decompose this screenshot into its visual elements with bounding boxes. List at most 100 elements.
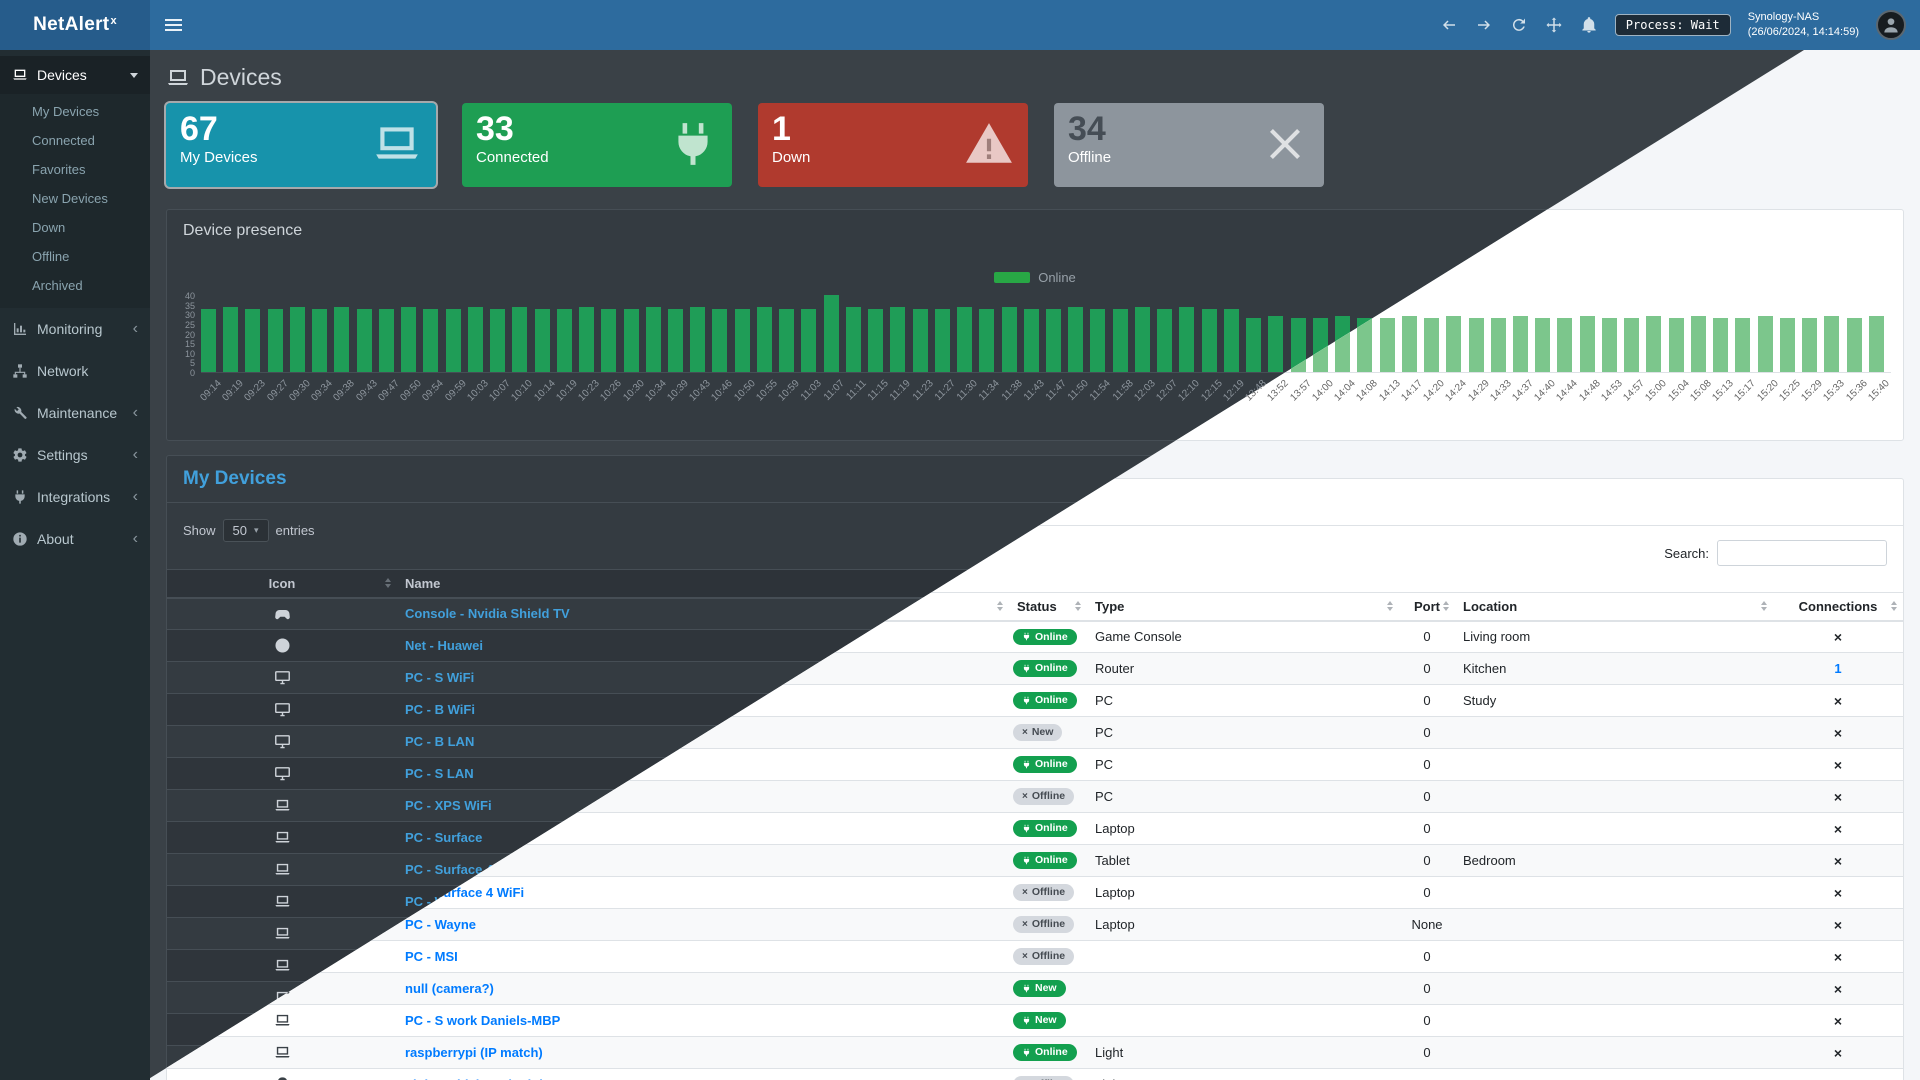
device-name-link[interactable]: PC - MSI (405, 949, 458, 964)
sidebar-item-integrations[interactable]: Integrations ‹ (0, 476, 150, 518)
device-type: Router (1087, 652, 1399, 685)
navbar-actions: Process: Wait Synology-NAS (26/06/2024, … (1440, 10, 1920, 40)
device-name-link[interactable]: PC - XPS WiFi (405, 798, 492, 813)
chart-bar (512, 306, 528, 372)
sidebar-subitem-my-devices[interactable]: My Devices (32, 104, 100, 119)
column-header-type[interactable]: Type (1087, 592, 1399, 622)
connections-x-icon[interactable]: × (1833, 820, 1843, 837)
sidebar-toggle-button[interactable] (150, 0, 196, 50)
chart-bar (445, 308, 461, 372)
x-icon: × (1022, 886, 1028, 898)
chart-bar (1023, 308, 1039, 372)
connections-x-icon[interactable]: × (1833, 1044, 1843, 1061)
chart-bar (1868, 316, 1884, 372)
sidebar-item-maintenance[interactable]: Maintenance ‹ (0, 392, 150, 434)
device-name-link[interactable]: Net - Huawei (405, 638, 484, 653)
sidebar-item-devices[interactable]: Devices (0, 56, 150, 94)
bell-icon[interactable] (1580, 16, 1598, 34)
connections-x-icon[interactable]: × (1833, 948, 1843, 965)
sidebar-subitem-favorites[interactable]: Favorites (32, 162, 86, 177)
sidebar-subitem-archived[interactable]: Archived (32, 278, 83, 293)
sidebar-item-about[interactable]: About ‹ (0, 518, 150, 560)
chart-bar (845, 306, 861, 372)
chart-bar (1357, 318, 1373, 372)
sidebar-item-network[interactable]: Network (0, 350, 150, 392)
avatar[interactable] (1876, 10, 1906, 40)
sort-icon (385, 578, 391, 588)
connections-x-icon[interactable]: × (1833, 1012, 1843, 1029)
device-location (1455, 780, 1773, 813)
process-status-badge[interactable]: Process: Wait (1614, 14, 1731, 36)
connections-x-icon[interactable]: × (1833, 628, 1843, 645)
connections-x-icon[interactable]: × (1833, 980, 1843, 997)
device-port: 0 (1399, 1004, 1455, 1037)
device-name-link[interactable]: PC - Wayne (405, 917, 477, 932)
plug-icon (1022, 1016, 1031, 1025)
connections-x-icon[interactable]: × (1833, 852, 1843, 869)
device-port: 0 (1399, 748, 1455, 781)
chart-bar (1512, 316, 1528, 372)
status-badge: ×Offline (1013, 1076, 1075, 1080)
device-location: Kitchen (1455, 652, 1773, 685)
connections-x-icon[interactable]: × (1833, 756, 1843, 773)
device-name-link[interactable]: raspberrypi (IP match) (405, 1045, 543, 1060)
device-name-link[interactable]: Console - Nvidia Shield TV (405, 606, 570, 622)
connections-x-icon[interactable]: × (1833, 916, 1843, 933)
page-size-value: 50 (232, 522, 247, 538)
sort-icon (1075, 601, 1081, 611)
x-icon (1260, 119, 1310, 169)
device-name-link[interactable]: PC - B LAN (405, 734, 475, 749)
chevron-left-icon: ‹ (132, 488, 138, 505)
back-arrow-icon[interactable] (1440, 16, 1458, 34)
device-name-link[interactable]: PC - S WiFi (405, 670, 475, 685)
column-header-location[interactable]: Location (1455, 592, 1773, 622)
device-name-link[interactable]: PC - Surface (405, 830, 483, 845)
chart-bar (1379, 318, 1395, 372)
device-name-link[interactable]: null (camera?) (405, 981, 494, 996)
forward-arrow-icon[interactable] (1475, 16, 1493, 34)
device-location (1455, 1068, 1773, 1080)
device-type: Light (1087, 1068, 1399, 1080)
connections-x-icon[interactable]: × (1833, 692, 1843, 709)
device-type: Laptop (1087, 812, 1399, 845)
connections-x-icon[interactable]: × (1834, 1077, 1842, 1080)
sidebar-subitem-offline[interactable]: Offline (32, 249, 70, 264)
connections-x-icon[interactable]: × (1833, 724, 1843, 741)
refresh-icon[interactable] (1510, 16, 1528, 34)
page-size-select[interactable]: 50 ▾ (222, 518, 269, 542)
column-header-status[interactable]: Status (1009, 592, 1087, 622)
device-name-link[interactable]: PC - S work Daniels-MBP (405, 1013, 561, 1028)
device-name-link[interactable]: PC - B WiFi (405, 702, 475, 717)
chart-bar (1735, 318, 1751, 372)
sidebar-subitem-connected[interactable]: Connected (32, 133, 95, 148)
chart-bar (1134, 306, 1150, 372)
sidebar-item-label: Settings (37, 447, 88, 463)
sidebar-subitem-down[interactable]: Down (32, 220, 66, 235)
move-icon[interactable] (1545, 16, 1563, 34)
sidebar-item-settings[interactable]: Settings ‹ (0, 434, 150, 476)
search-input[interactable] (1717, 540, 1887, 566)
sidebar-subitem-new-devices[interactable]: New Devices (32, 191, 108, 206)
chart-bar (556, 308, 572, 372)
connections-x-icon[interactable]: × (1833, 884, 1843, 901)
device-name-link[interactable]: PC - S LAN (405, 766, 474, 781)
device-name-link[interactable]: Light - Sideboard WiFi (405, 1077, 543, 1080)
stat-label: My Devices (180, 149, 258, 167)
column-header-port[interactable]: Port (1399, 592, 1455, 622)
connections-x-icon[interactable]: × (1833, 788, 1843, 805)
column-header-connections[interactable]: Connections (1773, 592, 1903, 622)
device-connections: × (1773, 844, 1903, 877)
laptop-icon (274, 957, 291, 974)
connections-link[interactable]: 1 (1834, 661, 1842, 676)
sidebar-item-monitoring[interactable]: Monitoring ‹ (0, 308, 150, 350)
y-tick-label: 35 (184, 300, 195, 311)
column-header-name[interactable]: Name (397, 569, 1009, 599)
chart-bar (267, 308, 283, 372)
column-header-icon[interactable]: Icon (167, 569, 397, 599)
